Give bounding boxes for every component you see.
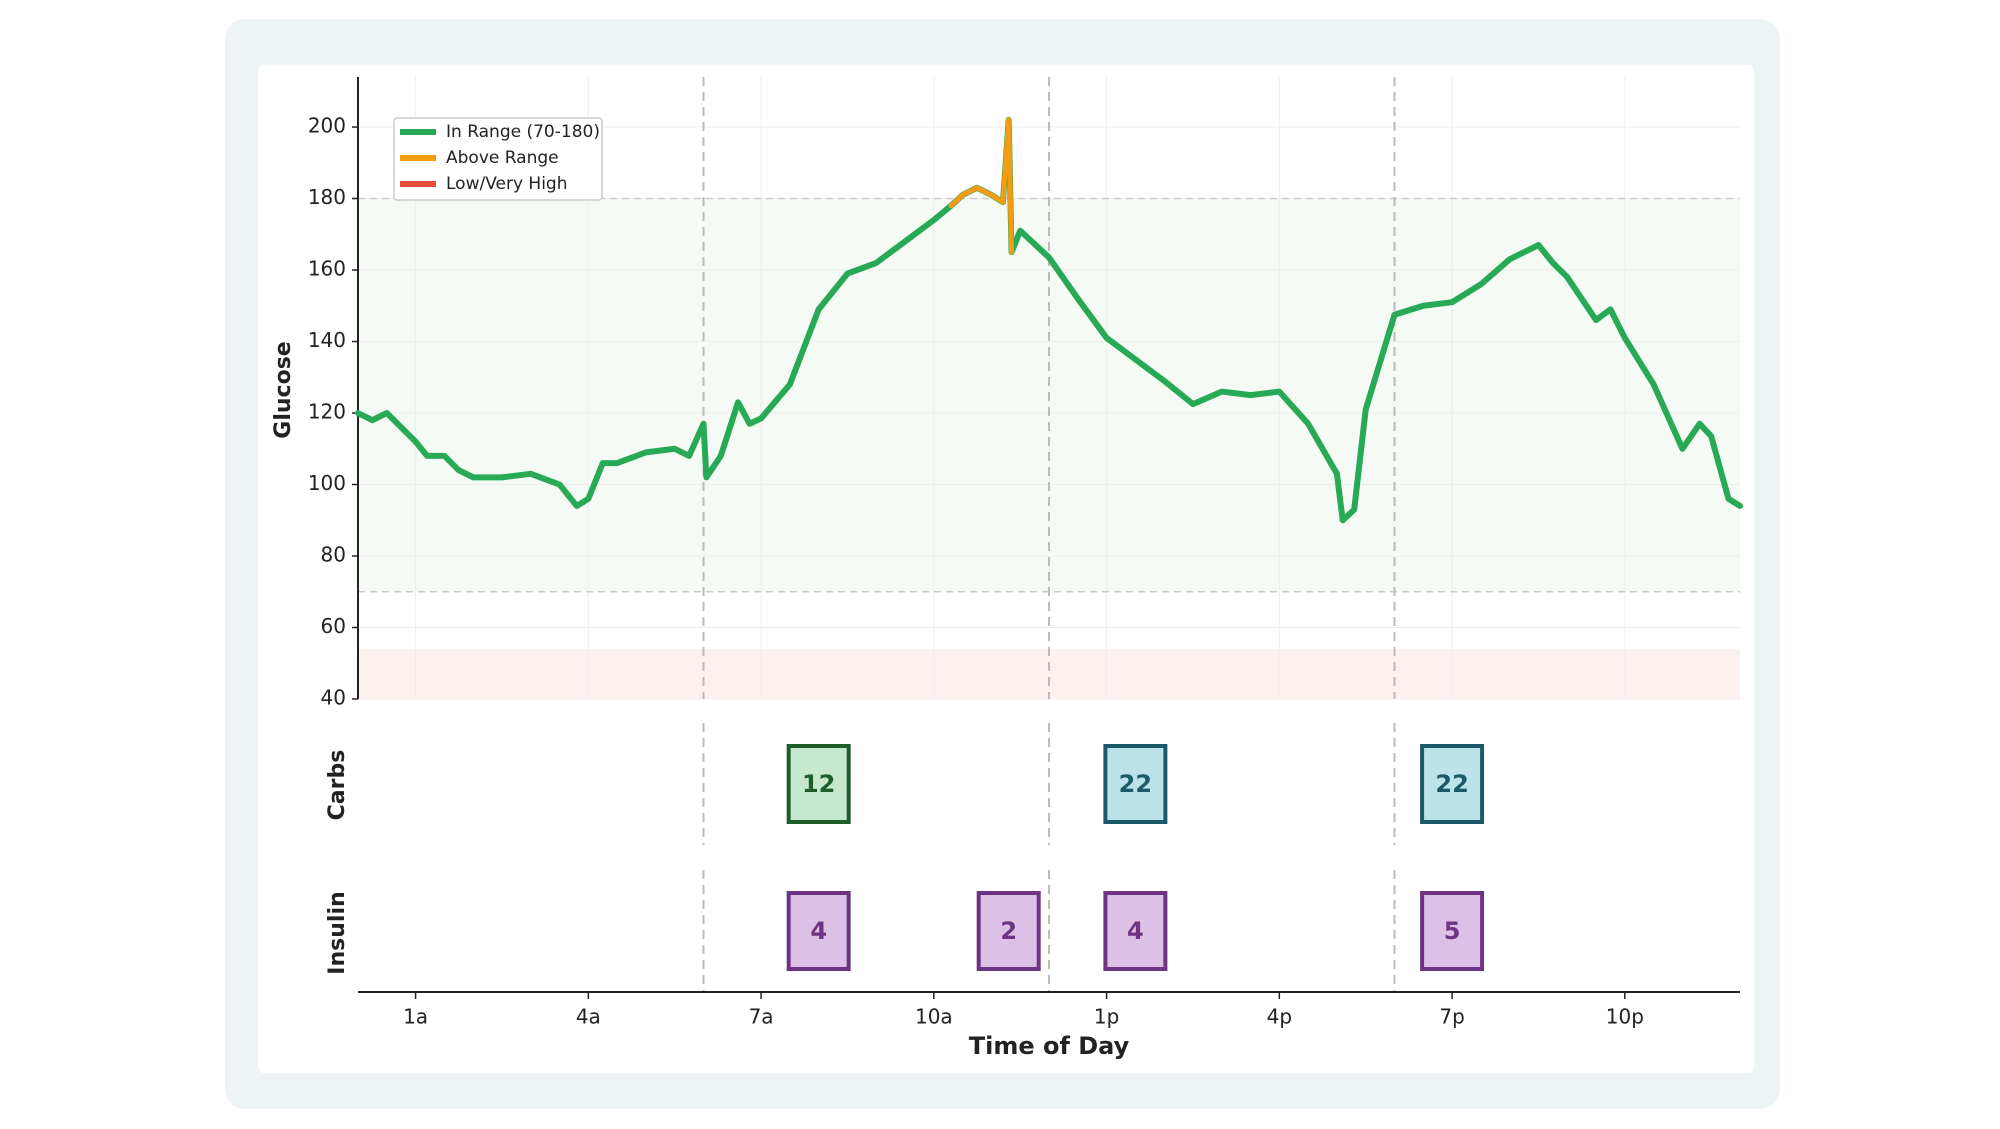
insulin-value: 4 [810,917,827,945]
x-axis-label: Time of Day [969,1032,1130,1060]
insulin-value: 5 [1444,917,1461,945]
carb-box [786,744,851,824]
y-tick-label: 160 [308,257,346,281]
carb-box [1420,744,1485,824]
glucose-segment [960,185,980,198]
carbs-label: Carbs [325,750,350,821]
insulin-box [1103,891,1168,971]
x-tick-label: 7a [749,1005,774,1029]
y-tick-label: 40 [321,686,346,710]
x-tick-label: 4a [576,1005,601,1029]
carb-value: 22 [1119,770,1152,798]
insulin-value: 4 [1127,917,1144,945]
legend-label: Low/Very High [446,174,568,194]
y-tick-label: 120 [308,400,346,424]
carb-box [1103,744,1168,824]
x-tick-label: 10a [915,1005,953,1029]
glucose-segment [948,192,966,209]
carb-value: 22 [1435,770,1468,798]
x-tick-label: 10p [1606,1005,1644,1029]
y-tick-label: 200 [308,114,346,138]
legend-label: Above Range [446,148,559,168]
y-tick-label: 180 [308,185,346,209]
x-tick-label: 1p [1094,1005,1119,1029]
insulin-label: Insulin [325,891,350,974]
insulin-value: 2 [1000,917,1017,945]
glucose-segment [974,185,994,198]
legend-label: In Range (70-180) [446,122,600,142]
y-tick-label: 60 [321,614,346,638]
glucose-segment [1006,117,1015,255]
y-tick-label: 80 [321,543,346,567]
x-tick-label: 7p [1439,1005,1464,1029]
y-tick-label: 140 [308,328,346,352]
insulin-box [786,891,851,971]
insulin-box [1420,891,1485,971]
y-tick-label: 100 [308,471,346,495]
y-axis-label: Glucose [271,341,296,438]
legend-box [393,117,603,201]
x-tick-label: 4p [1267,1005,1292,1029]
insulin-box [976,891,1041,971]
carb-value: 12 [802,770,835,798]
low-band [358,648,1740,699]
x-tick-label: 1a [403,1005,428,1029]
